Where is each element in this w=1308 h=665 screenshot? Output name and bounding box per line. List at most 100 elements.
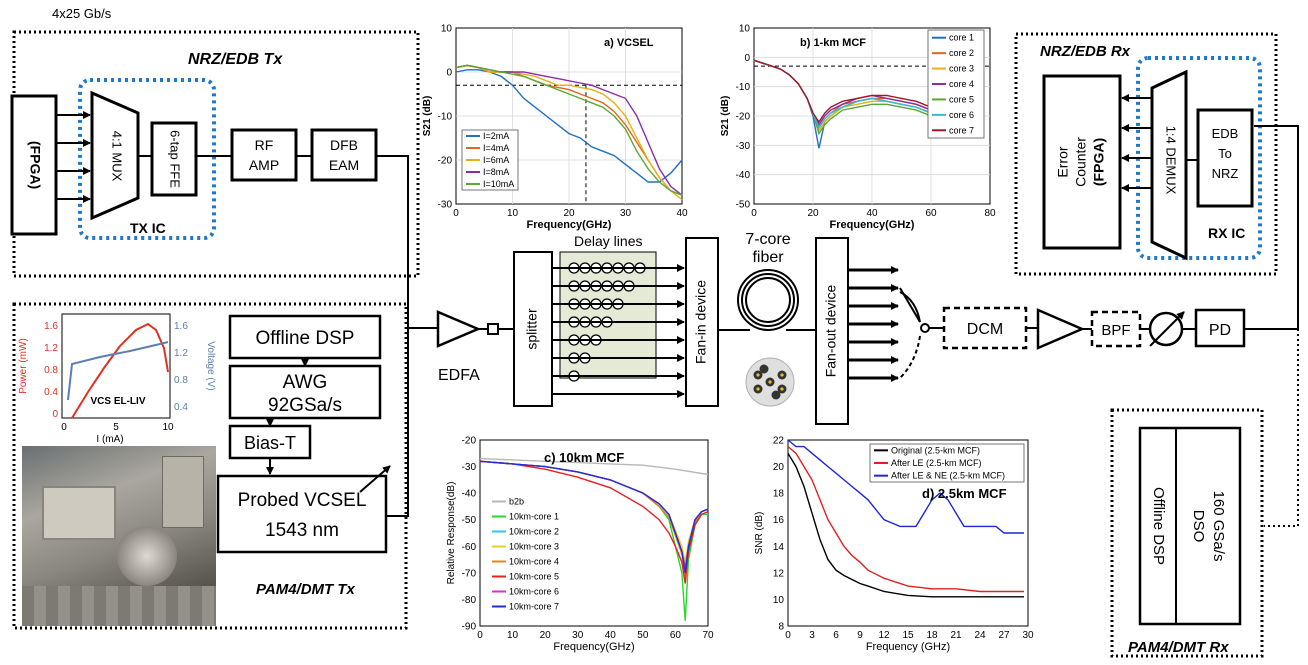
edb-line-1: EDB [1212,126,1239,141]
series-line [479,460,709,584]
y-tick-label: -10 [736,82,751,93]
mux-block [90,90,140,221]
attenuator [1148,311,1185,347]
x-tick-label: 10 [507,208,519,219]
rx-ic-label: RX IC [1208,225,1245,241]
legend-entry: 10km-core 1 [509,512,559,522]
nrz-tx-title: NRZ/EDB Tx [188,51,283,68]
fiber-label-1: 7-core [745,231,790,248]
ffe-label: 6-tap FFE [168,130,183,188]
y-tick-label: -40 [736,170,751,181]
x-tick-label: 6 [833,630,839,641]
y-axis-label: S21 (dB) [422,96,433,137]
legend-entry: I=2mA [483,131,509,141]
liv-right-tick: 0.8 [174,375,188,386]
legend-entry: After LE & NE (2.5-km MCF) [891,471,1005,481]
awg-block [228,364,382,420]
x-tick-label: 0 [785,630,791,641]
x-tick-label: 30 [1022,630,1034,641]
liv-x-tick: 5 [113,422,119,433]
x-tick-label: 80 [984,208,996,219]
dfb-eam-line-1: DFB [330,137,358,153]
x-tick-label: 40 [866,208,878,219]
liv-right-tick: 1.2 [174,348,188,359]
x-tick-label: 20 [540,630,552,641]
nrz-rx-title: NRZ/EDB Rx [1040,43,1131,60]
x-tick-label: 0 [453,208,459,219]
tx-output-wire [376,155,409,517]
series-line [753,59,950,126]
chart-title: c) 10km MCF [544,450,624,465]
error-counter-line-2: Counter [1073,137,1089,187]
x-tick-label: 0 [751,208,757,219]
legend-entry: b2b [509,497,524,507]
y-tick-label: 16 [773,515,785,526]
y-tick-label: -10 [438,112,453,123]
series-line [479,460,709,574]
offline-dsp-label: Offline DSP [256,328,355,349]
x-tick-label: 40 [676,208,688,219]
liv-plot-frame [61,313,171,419]
delay-lines-label: Delay lines [574,233,642,249]
dfb-eam-line-2: EAM [329,157,359,173]
x-tick-label: 20 [563,208,575,219]
legend-entry: 10km-core 4 [509,557,559,567]
liv-right-tick: 1.6 [174,321,188,332]
legend-entry: 10km-core 5 [509,572,559,582]
legend-entry: 10km-core 2 [509,527,559,537]
liv-left-tick: 0 [52,409,58,420]
pd-block [1194,308,1246,348]
legend-entry: I=4mA [483,143,509,153]
y-tick-label: 12 [773,568,785,579]
plot-area [479,439,709,627]
mcf-cross-section [745,357,795,407]
fpga-block [10,94,58,236]
y-tick-label: 18 [773,489,785,500]
legend-entry: Original (2.5-km MCF) [891,445,980,455]
edfa-label: EDFA [438,367,480,384]
pam-tx-group [12,302,408,630]
legend-box [869,443,1025,483]
ffe-block [150,121,198,197]
liv-voltage-curve [67,341,169,401]
series-line [455,64,683,201]
series-line [787,446,1024,593]
liv-label: VCS EL-LIV [90,396,145,407]
legend-entry: 10km-core 7 [509,602,559,612]
fan-out-block [815,237,849,425]
y-tick-label: -80 [462,595,477,606]
chart-title: b) 1-km MCF [800,37,866,49]
legend-entry: I=10mA [483,179,514,189]
y-tick-label: 20 [773,462,785,473]
y-tick-label: -50 [462,515,477,526]
x-tick-label: 10 [507,630,519,641]
legend-entry: core 3 [949,64,974,74]
legend-entry: core 5 [949,94,974,104]
y-tick-label: 22 [773,436,785,447]
y-tick-label: -50 [736,200,751,211]
y-tick-label: 10 [441,24,453,35]
x-axis-label: Frequency (GHz) [866,641,950,653]
y-tick-label: -30 [462,462,477,473]
y-tick-label: 0 [446,68,452,79]
legend-box [461,129,519,191]
liv-left-tick: 0.8 [44,365,58,376]
x-tick-label: 12 [878,630,890,641]
mux-label: 4:1 MUX [110,131,125,182]
x-tick-label: 30 [620,208,632,219]
error-counter-line-3: (FPGA) [1091,138,1107,186]
bias-t-label: Bias-T [244,433,296,453]
liv-xlabel: I (mA) [96,434,123,445]
chart-vcsel-s21: 0 10 20 30 40 10 0 -10 -20 -30 Frequency(GHz) S21 (… [422,24,688,232]
pam-rx-title: PAM4/DMT Rx [1128,639,1229,656]
vcsel-setup-photo [22,446,216,626]
x-tick-label: 9 [857,630,863,641]
y-tick-label: -40 [462,489,477,500]
liv-ylabel-right: Voltage (V) [205,341,216,390]
vcsel-line-2: 1543 nm [265,520,339,541]
legend-entry: I=6mA [483,155,509,165]
fpga-mux-links [56,111,91,203]
x-tick-label: 15 [902,630,914,641]
splitter-label: splitter [524,308,540,350]
optical-switch [899,287,930,379]
